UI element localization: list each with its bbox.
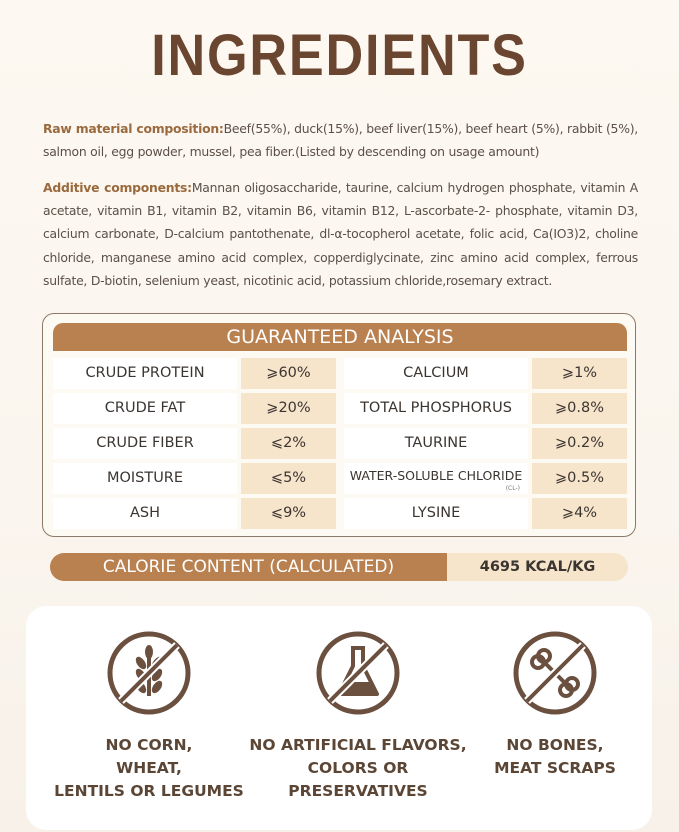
no-grain-icon xyxy=(107,631,191,715)
analysis-label: TAURINE xyxy=(344,428,528,459)
guaranteed-analysis-table: GUARANTEED ANALYSIS CRUDE PROTEIN ⩾60% CAL… xyxy=(42,313,636,537)
page-title: INGREDIENTS xyxy=(151,23,528,88)
analysis-label: ASH xyxy=(53,498,237,529)
analysis-label: WATER-SOLUBLE CHLORIDE (CL-) xyxy=(344,463,528,494)
analysis-value: ⩾0.8% xyxy=(532,393,627,424)
raw-material-label: Raw material composition: xyxy=(43,121,224,136)
analysis-label: CALCIUM xyxy=(344,358,528,389)
calorie-bar: CALORIE CONTENT (CALCULATED) 4695 KCAL/K… xyxy=(50,553,628,581)
feature-no-artificial: NO ARTIFICIAL FLAVORS, COLORS OR PRESERV… xyxy=(248,630,468,803)
analysis-label: LYSINE xyxy=(344,498,528,529)
raw-material-text: Beef(55%), duck(15%), beef liver(15%), b… xyxy=(43,121,638,160)
feature-text: NO ARTIFICIAL FLAVORS, COLORS OR PRESERV… xyxy=(249,736,467,800)
analysis-label: MOISTURE xyxy=(53,463,237,494)
features-card: NO CORN, WHEAT, LENTILS OR LEGUMES NO AR… xyxy=(26,606,652,830)
additive-text: Mannan oligosaccharide, taurine, calcium… xyxy=(43,180,638,288)
no-chemical-flask-icon xyxy=(316,631,400,715)
no-bone-icon xyxy=(513,631,597,715)
analysis-value: ⩾0.5% xyxy=(532,463,627,494)
additive-paragraph: Additive components:Mannan oligosacchari… xyxy=(43,176,638,292)
chloride-subscript: (CL-) xyxy=(505,485,520,492)
analysis-value: ⩾20% xyxy=(241,393,336,424)
analysis-label: TOTAL PHOSPHORUS xyxy=(344,393,528,424)
analysis-value: ⩾4% xyxy=(532,498,627,529)
analysis-title: GUARANTEED ANALYSIS xyxy=(53,323,627,351)
feature-text: NO BONES, MEAT SCRAPS xyxy=(494,736,616,777)
analysis-label: CRUDE FAT xyxy=(53,393,237,424)
calorie-label: CALORIE CONTENT (CALCULATED) xyxy=(50,553,447,581)
feature-text: NO CORN, WHEAT, LENTILS OR LEGUMES xyxy=(54,736,244,800)
feature-no-grain: NO CORN, WHEAT, LENTILS OR LEGUMES xyxy=(39,630,259,803)
analysis-value: ⩽9% xyxy=(241,498,336,529)
additive-label: Additive components: xyxy=(43,180,192,195)
analysis-value: ⩾60% xyxy=(241,358,336,389)
analysis-value: ⩾0.2% xyxy=(532,428,627,459)
analysis-value: ⩽5% xyxy=(241,463,336,494)
analysis-value: ⩽2% xyxy=(241,428,336,459)
analysis-label: CRUDE PROTEIN xyxy=(53,358,237,389)
analysis-value: ⩾1% xyxy=(532,358,627,389)
analysis-label: CRUDE FIBER xyxy=(53,428,237,459)
calorie-value: 4695 KCAL/KG xyxy=(479,559,596,575)
raw-material-paragraph: Raw material composition:Beef(55%), duck… xyxy=(43,117,638,163)
feature-no-bones: NO BONES, MEAT SCRAPS xyxy=(445,630,665,780)
analysis-label-text: WATER-SOLUBLE CHLORIDE xyxy=(349,468,523,483)
